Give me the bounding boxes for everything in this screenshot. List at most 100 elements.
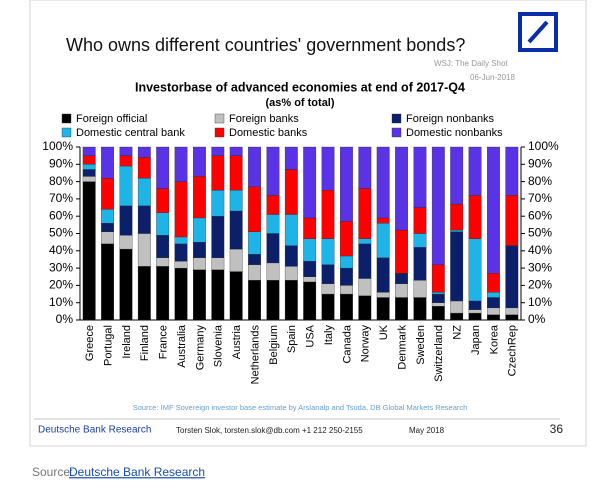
- caption-link[interactable]: Deutsche Bank Research: [69, 465, 205, 479]
- legend-swatch: [214, 113, 225, 124]
- y2-tick-label: 0%: [528, 312, 546, 326]
- bar-segment: [174, 261, 188, 269]
- bar-segment: [358, 243, 372, 279]
- bar-segment: [137, 146, 151, 158]
- footer-page: 36: [550, 422, 564, 436]
- chart-note: Source: IMF Sovereign investor base esti…: [133, 403, 468, 412]
- bar-segment: [431, 146, 445, 265]
- bar-segment: [450, 229, 464, 232]
- bar-segment: [340, 285, 353, 295]
- bar-segment: [450, 146, 464, 205]
- bar-segment: [321, 283, 335, 295]
- bar-segment: [82, 181, 96, 321]
- y2-tick-label: 60%: [528, 208, 552, 222]
- y2-tick-label: 50%: [528, 226, 552, 240]
- legend-swatch: [61, 127, 72, 138]
- bar-segment: [450, 203, 464, 231]
- bar-segment: [431, 264, 445, 293]
- footer-contact: Torsten Slok, torsten.slok@db.com +1 212…: [176, 426, 363, 435]
- legend-label: Domestic banks: [229, 127, 308, 139]
- bar-segment: [137, 233, 151, 267]
- bar-segment: [284, 280, 298, 321]
- watermark-date: 06-Jun-2018: [470, 73, 515, 82]
- bar-segment: [211, 269, 225, 321]
- x-tick-label: Italy: [323, 325, 335, 346]
- footer-date: May 2018: [409, 426, 445, 435]
- bar-segment: [101, 231, 114, 245]
- bar-segment: [174, 146, 188, 182]
- bar-segment: [101, 209, 114, 224]
- bar-segment: [450, 312, 464, 321]
- x-tick-label: Canada: [341, 324, 353, 363]
- bar-segment: [174, 267, 188, 321]
- bar-segment: [505, 307, 519, 315]
- bar-segment: [119, 165, 133, 206]
- x-tick-label: CzechRep: [507, 325, 519, 376]
- bar-segment: [284, 245, 298, 267]
- y2-tick-label: 10%: [528, 295, 552, 309]
- bar-segment: [211, 155, 225, 191]
- bar-segment: [82, 164, 96, 170]
- x-tick-label: Norway: [360, 325, 372, 363]
- x-tick-label: Denmark: [396, 325, 408, 370]
- bar-segment: [119, 205, 133, 236]
- x-tick-label: Slovenia: [213, 324, 225, 367]
- bar-segment: [468, 300, 482, 310]
- x-tick-label: Greece: [84, 325, 96, 361]
- bar-segment: [266, 195, 280, 215]
- bar-segment: [119, 235, 133, 250]
- bar-segment: [358, 278, 372, 296]
- bar-segment: [284, 214, 298, 246]
- x-tick-label: Australia: [176, 324, 188, 368]
- bar-segment: [413, 297, 427, 321]
- bar-segment: [211, 190, 225, 217]
- bar-segment: [248, 264, 261, 281]
- bar-segment: [468, 238, 482, 302]
- bar-segment: [248, 186, 261, 232]
- y-tick-label: 0%: [56, 312, 74, 326]
- bar-segment: [431, 302, 445, 307]
- bar-segment: [193, 217, 206, 243]
- bar-segment: [468, 146, 482, 196]
- bar-segment: [340, 221, 353, 257]
- bar-segment: [101, 243, 114, 321]
- bar-segment: [266, 262, 280, 281]
- bar-segment: [321, 238, 335, 265]
- y-tick-label: 50%: [49, 226, 73, 240]
- bar-segment: [119, 155, 133, 167]
- bar-segment: [505, 314, 519, 321]
- bar-segment: [340, 146, 353, 222]
- bar-segment: [303, 276, 317, 283]
- chart-subtitle: (as% of total): [265, 97, 334, 109]
- bar-segment: [395, 229, 408, 274]
- bar-segment: [505, 245, 519, 309]
- bar-segment: [266, 233, 280, 264]
- bar-segment: [229, 210, 243, 250]
- y2-tick-label: 90%: [528, 156, 552, 170]
- bar-segment: [211, 146, 225, 156]
- bar-segment: [248, 146, 261, 187]
- bar-segment: [487, 307, 500, 315]
- bar-segment: [505, 195, 519, 246]
- legend-label: Domestic nonbanks: [406, 127, 503, 139]
- x-tick-label: Spain: [286, 325, 298, 353]
- bar-segment: [211, 216, 225, 258]
- bar-segment: [82, 146, 96, 156]
- x-tick-label: Netherlands: [249, 325, 261, 385]
- bar-segment: [376, 257, 390, 293]
- bar-segment: [266, 214, 280, 234]
- bar-segment: [193, 146, 206, 177]
- y-tick-label: 30%: [49, 260, 73, 274]
- y2-tick-label: 20%: [528, 278, 552, 292]
- x-tick-label: France: [158, 325, 170, 359]
- bar-segment: [193, 176, 206, 219]
- bar-segment: [321, 190, 335, 239]
- bar-segment: [376, 146, 390, 219]
- y2-tick-label: 30%: [528, 260, 552, 274]
- bar-segment: [413, 247, 427, 281]
- bar-segment: [413, 207, 427, 234]
- bar-segment: [284, 146, 298, 170]
- bar-segment: [340, 293, 353, 321]
- legend-label: Foreign nonbanks: [406, 113, 495, 125]
